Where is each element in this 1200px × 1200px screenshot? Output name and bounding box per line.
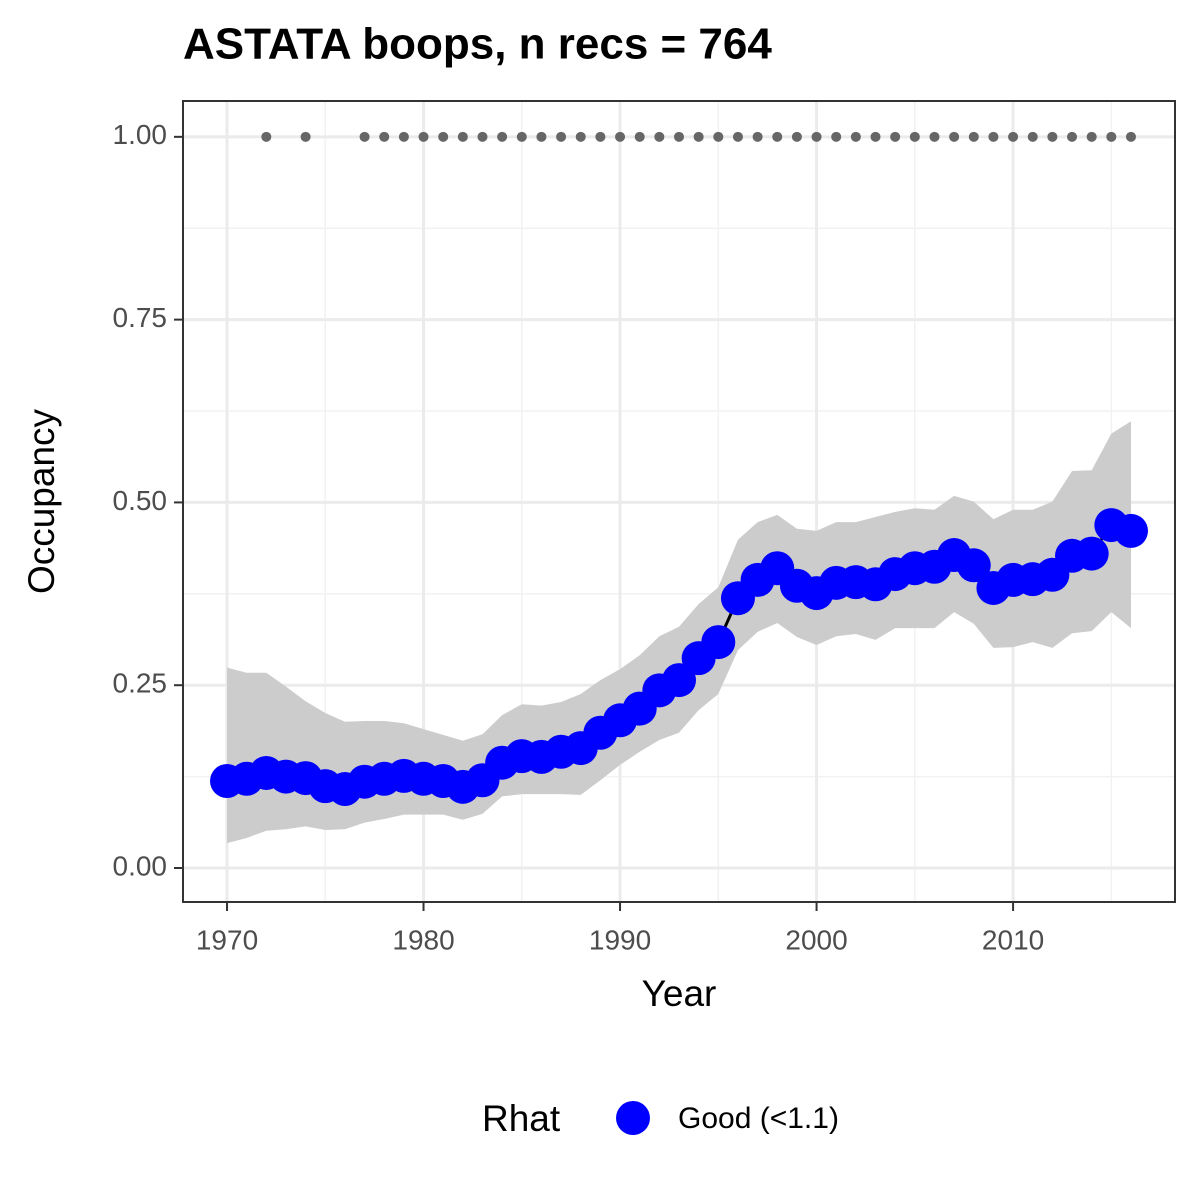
- record-dot: [438, 131, 449, 142]
- record-dot: [359, 131, 370, 142]
- data-point: [662, 663, 696, 698]
- record-dot: [968, 131, 979, 142]
- record-dot: [772, 131, 783, 142]
- record-dot: [634, 131, 645, 142]
- record-dot: [654, 131, 665, 142]
- record-dot: [1086, 131, 1097, 142]
- record-dot: [713, 131, 724, 142]
- data-point: [701, 625, 736, 660]
- record-dot: [929, 131, 940, 142]
- y-tick-label: 0.00: [113, 850, 168, 881]
- record-dot: [949, 131, 960, 142]
- record-dot: [791, 131, 802, 142]
- record-dot: [850, 131, 861, 142]
- y-tick-label: 0.75: [113, 302, 168, 333]
- confidence-ribbon: [227, 421, 1131, 844]
- x-tick-label: 1990: [589, 924, 651, 955]
- record-dot: [674, 131, 684, 142]
- y-tick-label: 0.25: [113, 668, 168, 699]
- record-dot: [1008, 131, 1019, 142]
- y-tick-label: 0.50: [113, 485, 168, 516]
- x-tick-label: 1970: [196, 924, 258, 955]
- record-dot: [595, 131, 606, 142]
- record-dot: [477, 131, 488, 142]
- record-dot: [1067, 131, 1078, 142]
- record-dot: [693, 131, 704, 142]
- legend-key: [616, 1101, 650, 1135]
- record-dot: [752, 131, 763, 142]
- record-dot: [1027, 131, 1038, 142]
- record-dot: [1106, 131, 1117, 142]
- chart-title: ASTATA boops, n recs = 764: [183, 20, 772, 69]
- record-dot: [732, 131, 743, 142]
- legend-label: Good (<1.1): [678, 1102, 839, 1135]
- record-dot: [261, 131, 272, 142]
- data-point: [1113, 513, 1148, 548]
- record-dot: [890, 131, 901, 142]
- x-tick-label: 2000: [785, 924, 847, 955]
- record-dot: [909, 131, 920, 142]
- x-axis-title: Year: [642, 973, 717, 1014]
- record-dot: [418, 131, 429, 142]
- x-tick-label: 1980: [392, 924, 454, 955]
- record-dot: [988, 131, 999, 142]
- record-dot: [831, 131, 842, 142]
- record-dot: [575, 131, 586, 142]
- x-tick-label: 2010: [982, 924, 1044, 955]
- record-dot: [870, 131, 881, 142]
- y-axis-title: Occupancy: [21, 408, 62, 594]
- record-dot: [497, 131, 508, 142]
- record-dot: [516, 131, 527, 142]
- record-dot: [398, 131, 409, 142]
- y-tick-label: 1.00: [113, 119, 168, 150]
- record-dot: [300, 131, 311, 142]
- data-point: [956, 548, 991, 583]
- record-dot: [811, 131, 822, 142]
- record-dot: [615, 131, 626, 142]
- data-point: [1074, 536, 1109, 571]
- panel-border: [182, 100, 1176, 903]
- record-dot: [1047, 131, 1058, 142]
- record-dot: [457, 131, 468, 142]
- record-dot: [556, 131, 567, 142]
- record-dot: [1125, 131, 1136, 142]
- legend-title: Rhat: [482, 1098, 561, 1139]
- record-dot: [379, 131, 390, 142]
- record-dot: [536, 131, 547, 142]
